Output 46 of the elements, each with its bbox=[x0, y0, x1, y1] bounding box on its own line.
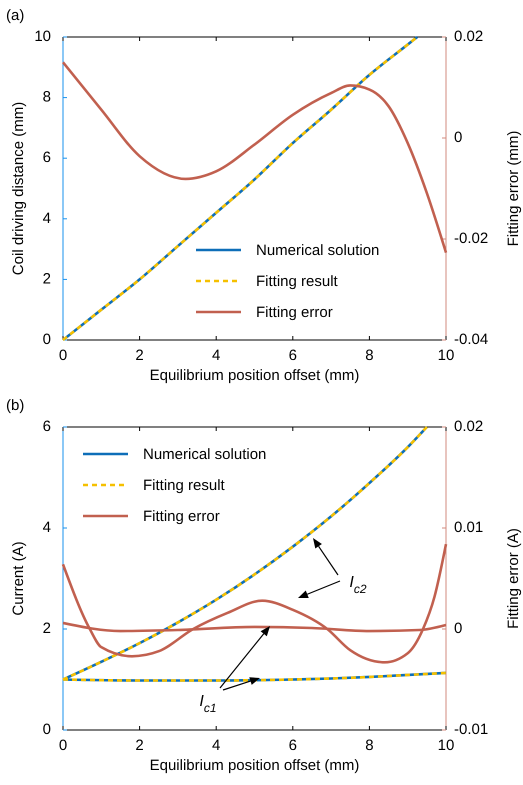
y-tick-label: 4 bbox=[42, 210, 51, 227]
y2-tick-label: 0.02 bbox=[454, 28, 484, 45]
chart-title: (b) bbox=[6, 397, 24, 414]
x-tick-label: 4 bbox=[212, 347, 220, 364]
annotation: I$_{c1}$ bbox=[199, 693, 217, 716]
legend-label: Fitting result bbox=[256, 273, 339, 290]
chart-title: (a) bbox=[6, 7, 24, 24]
y2-tick-label: 0.02 bbox=[454, 418, 484, 435]
y2-axis-title: Fitting error (A) bbox=[505, 528, 522, 629]
x-tick-label: 8 bbox=[365, 347, 374, 364]
x-tick-label: 2 bbox=[135, 737, 144, 754]
y-tick-label: 0 bbox=[42, 330, 51, 348]
x-axis-title: Equilibrium position offset (mm) bbox=[150, 367, 360, 384]
x-tick-label: 0 bbox=[58, 737, 68, 754]
y2-tick-label: 0 bbox=[454, 620, 462, 637]
y-tick-label: 2 bbox=[42, 620, 51, 637]
x-tick-label: 4 bbox=[212, 737, 220, 754]
legend-label: Numerical solution bbox=[256, 242, 380, 259]
x-tick-label: 2 bbox=[135, 347, 144, 364]
y-tick-label: 2 bbox=[42, 270, 51, 288]
y2-axis-title: Fitting error (mm) bbox=[505, 130, 522, 246]
x-tick-label: 8 bbox=[365, 737, 374, 754]
legend-label: Numerical solution bbox=[143, 446, 266, 463]
y-tick-label: 4 bbox=[42, 518, 51, 536]
y2-tick-label: -0.02 bbox=[454, 230, 488, 247]
y-tick-label: 8 bbox=[42, 88, 51, 106]
y-tick-label: 6 bbox=[42, 418, 51, 435]
y-axis-title: Coil driving distance (mm) bbox=[10, 102, 27, 276]
y-tick-label: 0 bbox=[42, 720, 51, 738]
y-tick-label: 10 bbox=[34, 28, 51, 45]
y2-tick-label: -0.04 bbox=[454, 330, 488, 348]
y2-tick-label: 0 bbox=[454, 128, 462, 146]
x-axis-title: Equilibrium position offset (mm) bbox=[150, 757, 360, 774]
legend-label: Fitting result bbox=[143, 477, 226, 494]
x-tick-label: 10 bbox=[438, 737, 454, 754]
legend-label: Fitting error bbox=[143, 508, 220, 525]
x-tick-label: 10 bbox=[438, 347, 454, 364]
y-axis-title: Current (A) bbox=[10, 541, 27, 616]
x-tick-label: 6 bbox=[288, 737, 297, 754]
annotation: I$_{c2}$ bbox=[349, 574, 367, 596]
legend-label: Fitting error bbox=[256, 304, 333, 321]
y-tick-label: 6 bbox=[42, 149, 51, 166]
x-tick-label: 6 bbox=[288, 347, 297, 364]
x-tick-label: 0 bbox=[58, 347, 68, 364]
y2-tick-label: 0.01 bbox=[454, 518, 484, 536]
y2-tick-label: -0.01 bbox=[454, 720, 488, 738]
